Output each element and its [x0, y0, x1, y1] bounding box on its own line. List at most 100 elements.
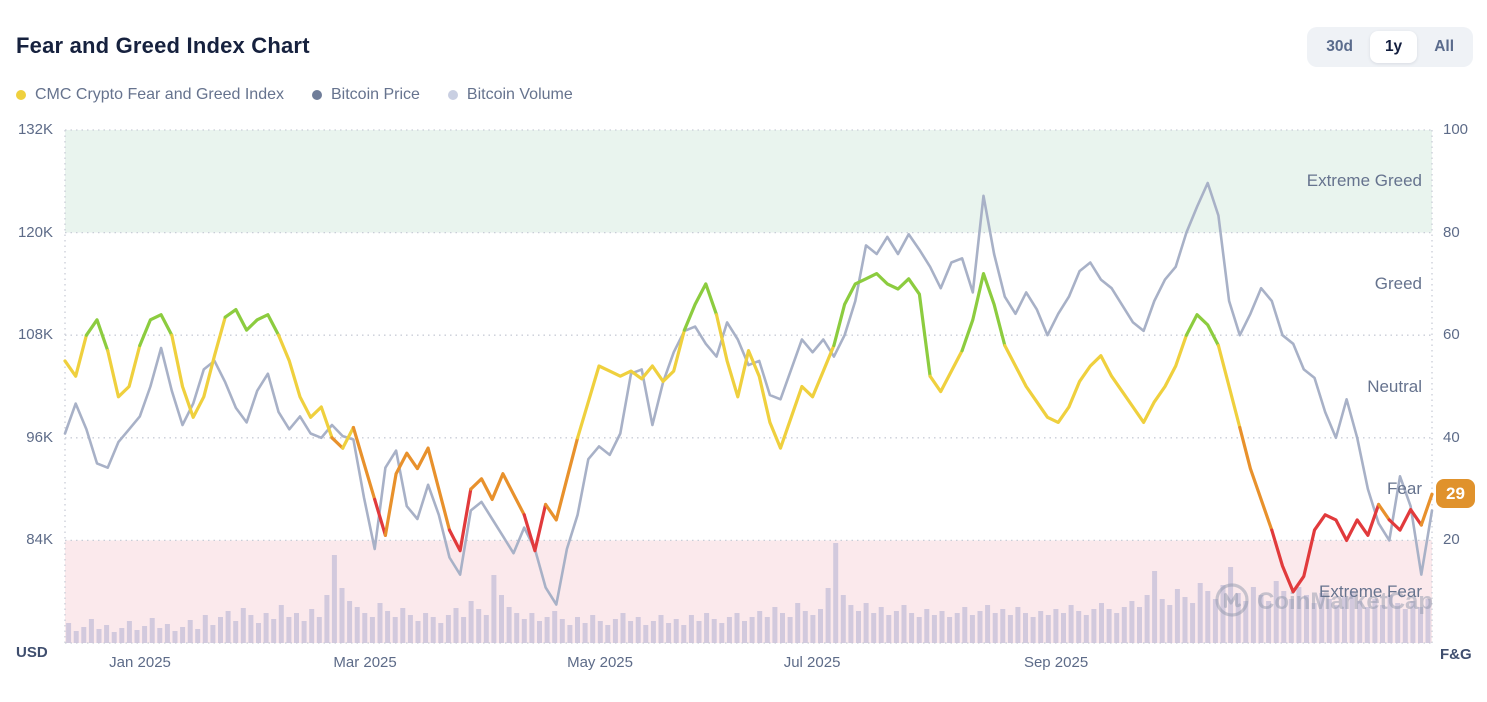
- time-range-button-1y[interactable]: 1y: [1369, 31, 1418, 63]
- volume-bar: [1304, 595, 1309, 643]
- volume-bar: [1152, 571, 1158, 643]
- volume-bar: [726, 617, 732, 643]
- volume-bar: [1190, 603, 1196, 643]
- fear-greed-index-line: [223, 308, 281, 337]
- volume-bar: [1212, 599, 1218, 643]
- volume-bar: [810, 615, 816, 643]
- fg-axis-label: F&G: [1440, 646, 1472, 663]
- fear-greed-legend-dot-icon: [16, 90, 26, 100]
- volume-bar: [423, 613, 429, 643]
- volume-bar: [1418, 607, 1423, 643]
- fear-greed-index-line: [447, 487, 473, 553]
- volume-bar: [1091, 609, 1097, 643]
- fear-greed-index-line: [1216, 343, 1242, 430]
- legend-item-bitcoin-price[interactable]: Bitcoin Price: [312, 86, 420, 104]
- fear-greed-index-line: [544, 436, 580, 522]
- volume-bar: [468, 601, 474, 643]
- bitcoin-price-line: [63, 181, 1434, 606]
- time-range-button-30d[interactable]: 30d: [1311, 31, 1368, 63]
- volume-bar: [392, 617, 398, 643]
- fear-greed-index-line: [138, 313, 174, 348]
- y-axis-tick-left: 96K: [26, 428, 53, 446]
- volume-bar: [256, 623, 261, 643]
- volume-bar: [840, 595, 846, 643]
- volume-bar: [1296, 587, 1302, 643]
- volume-bar: [1281, 591, 1287, 643]
- volume-bar: [1000, 609, 1006, 643]
- volume-bar: [104, 625, 110, 643]
- watermark-m-glyph: [1224, 593, 1241, 608]
- volume-bar: [1380, 605, 1385, 643]
- time-range-selector: 30d 1y All: [1307, 27, 1473, 67]
- volume-bar: [134, 630, 140, 643]
- volume-bar: [582, 623, 588, 643]
- volume-bar: [878, 607, 884, 643]
- usd-axis-label: USD: [16, 644, 48, 661]
- volume-bar: [499, 595, 504, 643]
- volume-bar: [294, 613, 299, 643]
- volume-bar: [96, 629, 102, 643]
- volume-bar: [157, 628, 163, 643]
- volume-bar: [225, 611, 231, 643]
- volume-bar: [1410, 601, 1416, 643]
- x-axis-tick: May 2025: [567, 654, 633, 671]
- fear-greed-index-line: [330, 436, 345, 450]
- volume-bar: [1121, 607, 1127, 643]
- volume-bar: [415, 621, 421, 643]
- volume-bar: [149, 618, 155, 643]
- volume-bar: [818, 609, 823, 643]
- fear-greed-index-line: [106, 343, 142, 399]
- volume-bar: [643, 625, 649, 643]
- fear-greed-index-line: [576, 328, 686, 440]
- volume-bar: [1273, 581, 1279, 643]
- volume-bar: [567, 625, 573, 643]
- volume-bar: [316, 617, 322, 643]
- volume-bar: [681, 625, 687, 643]
- y-axis-tick-right: 40: [1443, 428, 1460, 446]
- volume-bar: [802, 611, 808, 643]
- volume-bar: [483, 615, 489, 643]
- volume-bar: [180, 627, 186, 643]
- legend-item-bitcoin-volume[interactable]: Bitcoin Volume: [447, 86, 573, 104]
- volume-bar: [742, 621, 747, 643]
- volume-bar: [119, 628, 125, 643]
- volume-bar: [772, 607, 778, 643]
- volume-bar: [66, 623, 72, 643]
- volume-bar: [977, 611, 983, 643]
- volume-bar: [1076, 611, 1082, 643]
- volume-bar: [1038, 611, 1044, 643]
- volume-bar: [673, 619, 679, 643]
- page-title: Fear and Greed Index Chart: [16, 33, 310, 58]
- zone-label-extreme-greed: Extreme Greed: [1306, 171, 1422, 191]
- volume-bar: [271, 619, 277, 643]
- volume-bar: [620, 613, 626, 643]
- volume-bar: [916, 617, 922, 643]
- volume-bar: [924, 609, 930, 643]
- volume-bar: [1311, 603, 1317, 643]
- volume-bar: [142, 626, 148, 643]
- volume-bars: [66, 543, 1431, 643]
- volume-bar: [324, 595, 330, 643]
- volume-bar: [848, 605, 854, 643]
- volume-bar: [1030, 617, 1036, 643]
- fg-current-value-badge: 29: [1436, 479, 1475, 508]
- fear-greed-index-line: [832, 272, 932, 378]
- y-axis-tick-right: 20: [1443, 531, 1460, 549]
- legend-item-fear-greed-index[interactable]: CMC Crypto Fear and Greed Index: [16, 86, 284, 104]
- volume-bar: [757, 611, 763, 643]
- volume-bar: [347, 601, 353, 643]
- volume-bar: [688, 615, 694, 643]
- volume-bar: [711, 619, 717, 643]
- y-axis-tick-left: 120K: [17, 223, 53, 241]
- volume-bar: [1364, 607, 1370, 643]
- volume-bar: [354, 607, 360, 643]
- volume-bar: [666, 623, 672, 643]
- volume-bar: [88, 619, 94, 643]
- volume-bar: [605, 625, 611, 643]
- fear-greed-index-line: [1003, 333, 1188, 424]
- volume-bar: [947, 617, 953, 643]
- time-range-button-all[interactable]: All: [1419, 31, 1469, 63]
- volume-bar: [590, 615, 596, 643]
